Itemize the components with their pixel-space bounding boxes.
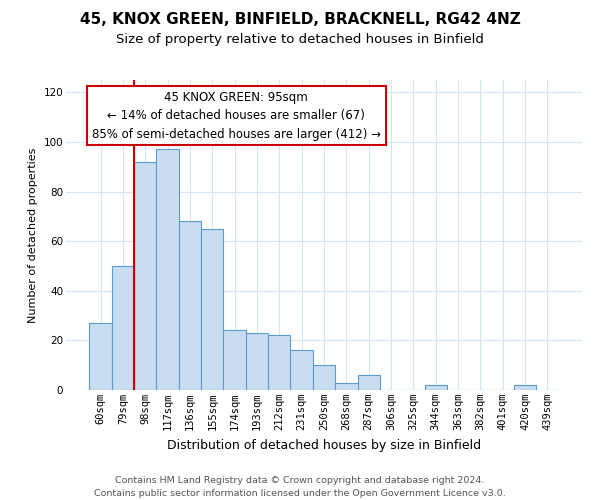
Bar: [223, 330, 246, 390]
Bar: [201, 229, 223, 390]
Bar: [179, 222, 201, 390]
Bar: [313, 365, 335, 390]
Bar: [425, 385, 447, 390]
Bar: [134, 162, 157, 390]
Bar: [290, 350, 313, 390]
Bar: [514, 385, 536, 390]
Bar: [89, 323, 112, 390]
Bar: [335, 382, 358, 390]
Text: 45 KNOX GREEN: 95sqm
← 14% of detached houses are smaller (67)
85% of semi-detac: 45 KNOX GREEN: 95sqm ← 14% of detached h…: [92, 90, 381, 140]
Bar: [246, 333, 268, 390]
Bar: [268, 336, 290, 390]
Bar: [157, 150, 179, 390]
Bar: [358, 375, 380, 390]
Text: 45, KNOX GREEN, BINFIELD, BRACKNELL, RG42 4NZ: 45, KNOX GREEN, BINFIELD, BRACKNELL, RG4…: [80, 12, 520, 28]
X-axis label: Distribution of detached houses by size in Binfield: Distribution of detached houses by size …: [167, 438, 481, 452]
Text: Contains HM Land Registry data © Crown copyright and database right 2024.
Contai: Contains HM Land Registry data © Crown c…: [94, 476, 506, 498]
Bar: [112, 266, 134, 390]
Text: Size of property relative to detached houses in Binfield: Size of property relative to detached ho…: [116, 32, 484, 46]
Y-axis label: Number of detached properties: Number of detached properties: [28, 148, 38, 322]
